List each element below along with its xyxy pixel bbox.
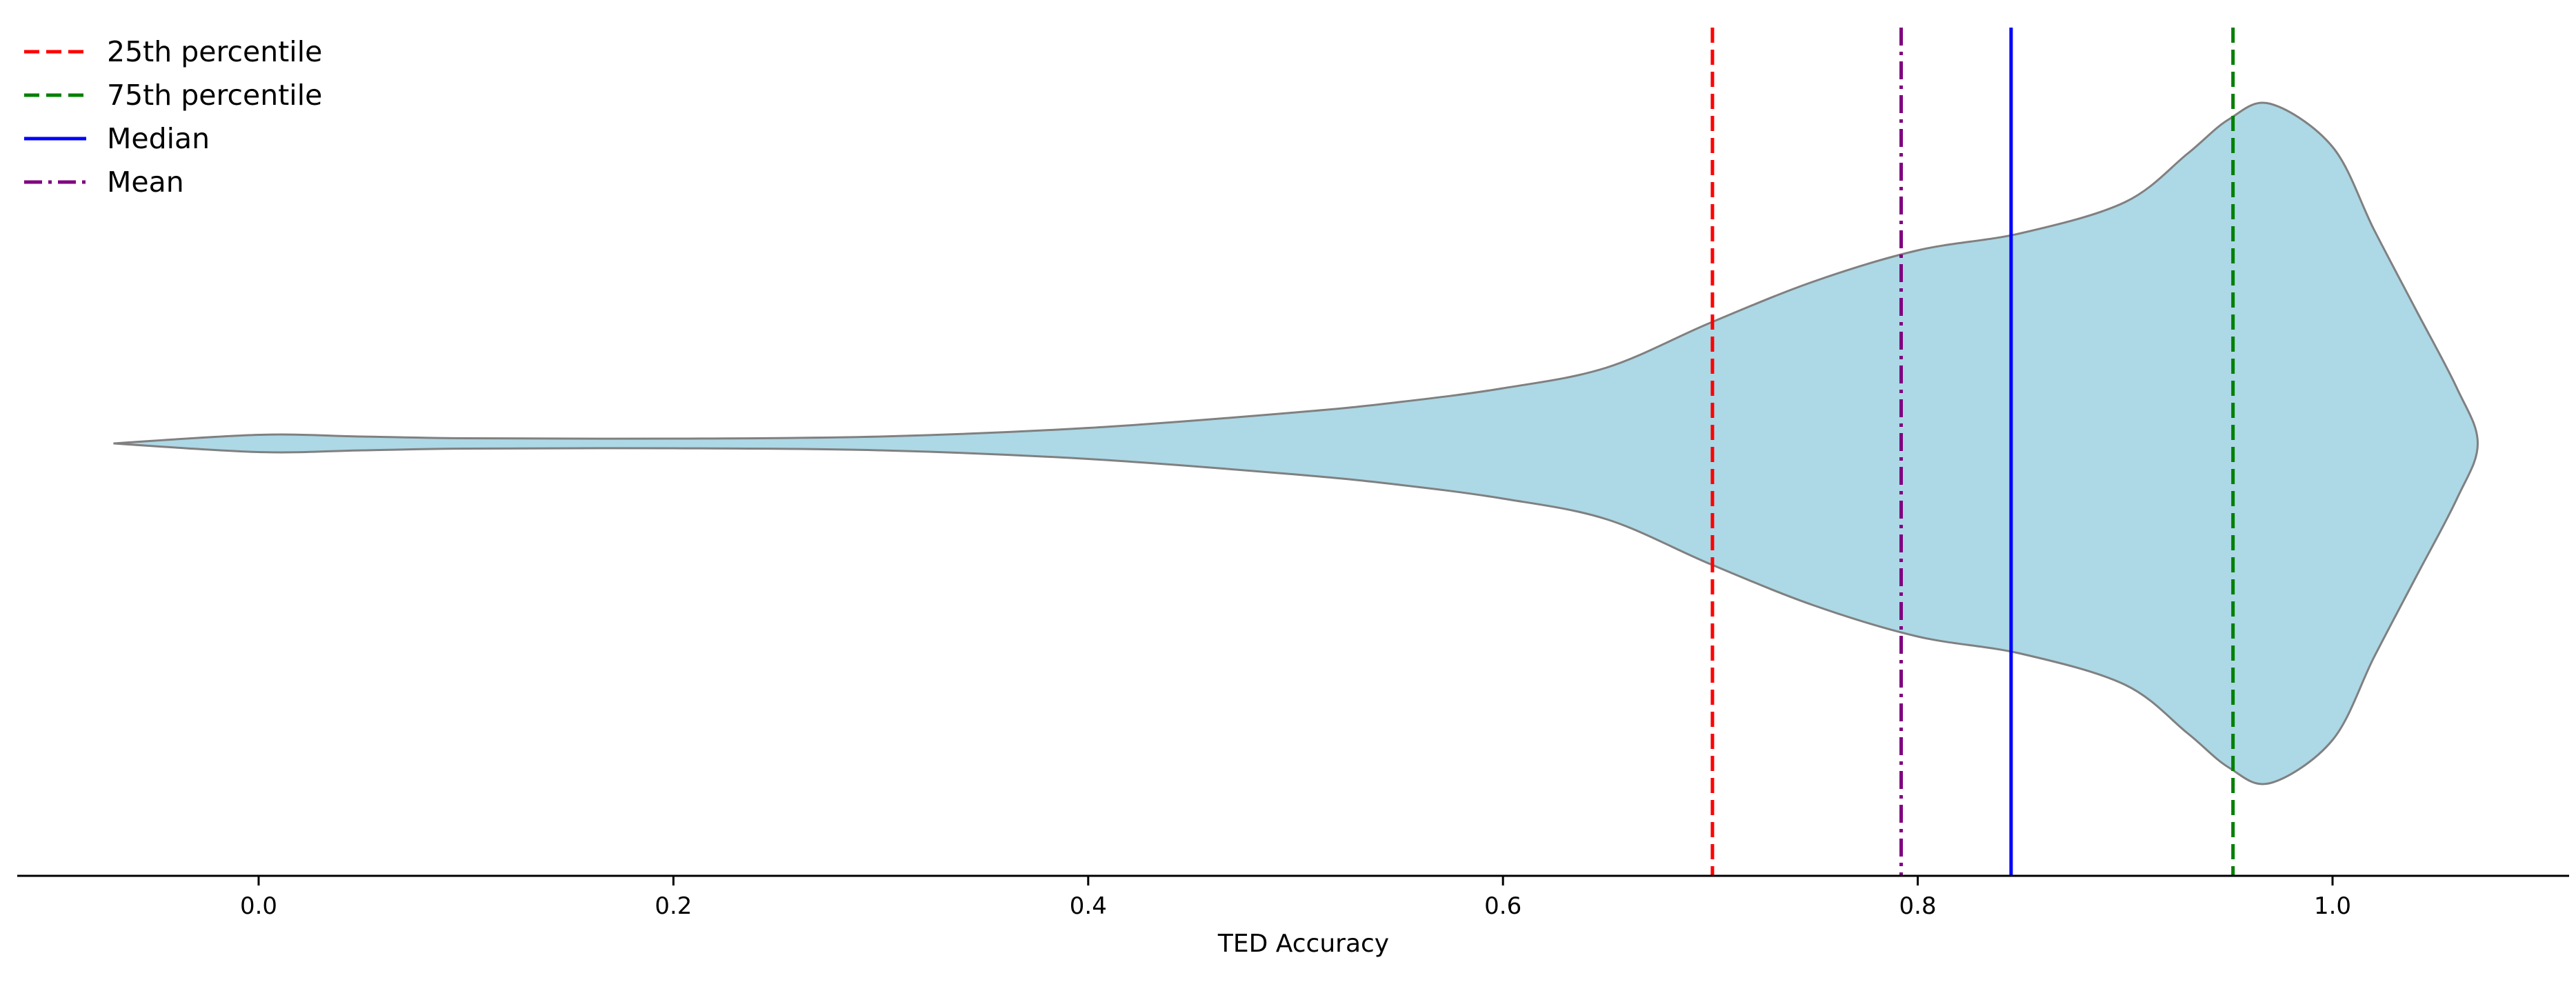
x-tick-label: 1.0 bbox=[2314, 892, 2351, 920]
legend-label: 75th percentile bbox=[107, 79, 322, 112]
violin-layer bbox=[113, 101, 2479, 785]
x-tick-label: 0.8 bbox=[1899, 892, 1937, 920]
x-tick-label: 0.0 bbox=[240, 892, 277, 920]
x-tick-label: 0.4 bbox=[1070, 892, 1107, 920]
legend-label: Mean bbox=[107, 166, 184, 199]
legend-label: Median bbox=[107, 122, 210, 155]
x-tick-label: 0.6 bbox=[1484, 892, 1521, 920]
legend: 25th percentile 75th percentile Median Mean bbox=[24, 35, 322, 199]
reference-lines-layer bbox=[1710, 28, 2235, 876]
x-axis-title: TED Accuracy bbox=[1217, 930, 1389, 958]
violin-body bbox=[113, 101, 2479, 785]
x-axis: 0.0 0.2 0.4 0.6 0.8 1.0 bbox=[17, 874, 2569, 920]
x-tick-label: 0.2 bbox=[655, 892, 692, 920]
legend-label: 25th percentile bbox=[107, 35, 322, 68]
